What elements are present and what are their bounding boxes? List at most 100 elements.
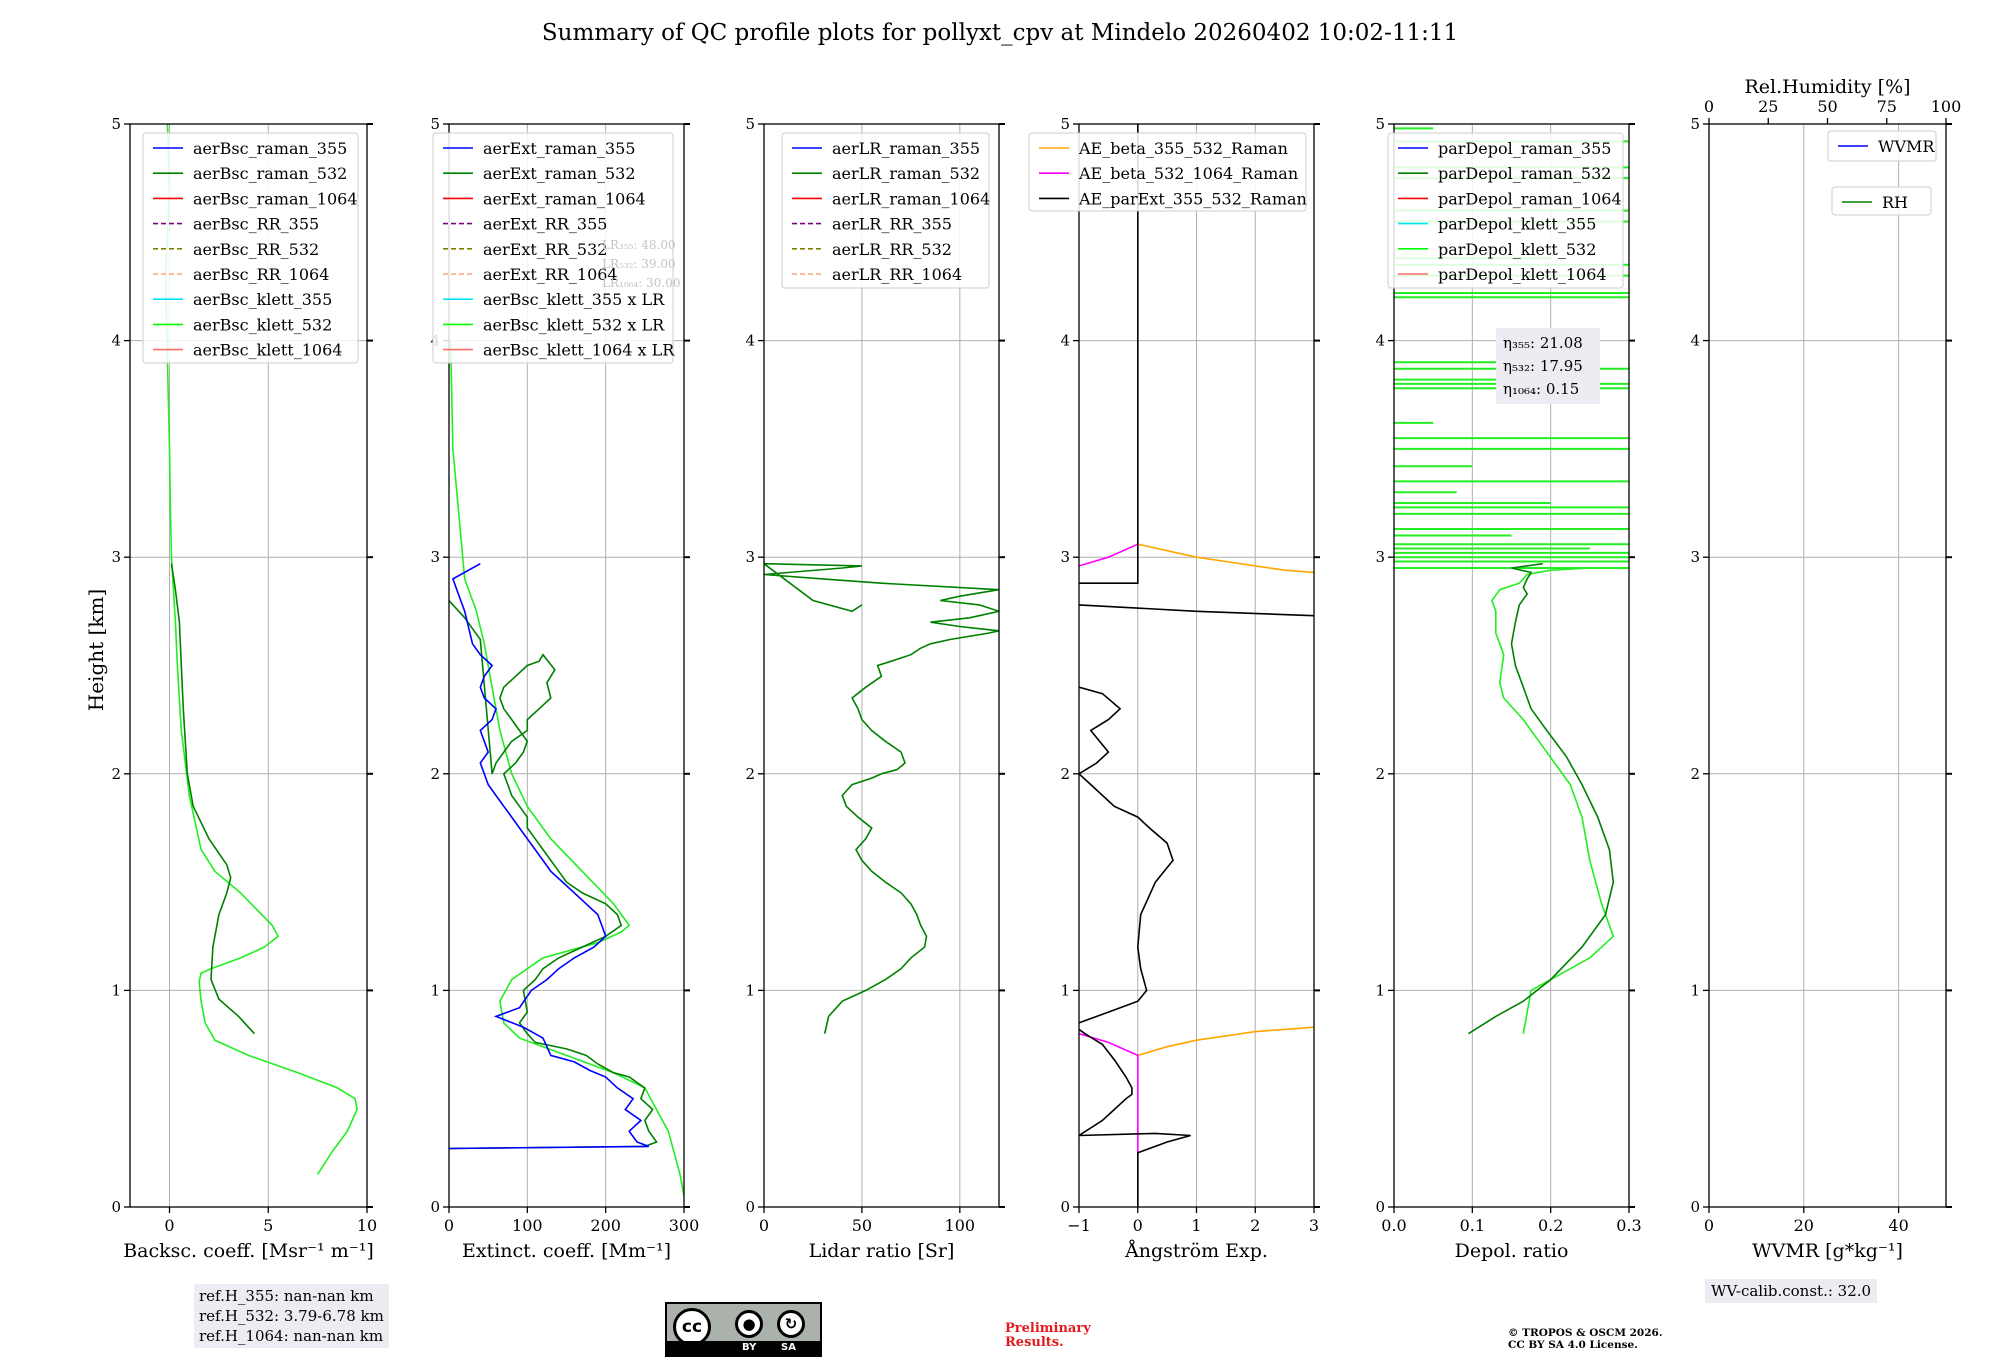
- x-tick-label: 3: [1309, 1216, 1319, 1235]
- cc-by-text: BY: [742, 1342, 757, 1353]
- legend-frame: [1028, 132, 1307, 212]
- attribution-person-icon: ●: [735, 1310, 763, 1338]
- y-tick-label: 3: [111, 548, 121, 566]
- legend: aerLR_raman_355 aerLR_raman_532 aerLR_rama…: [781, 132, 990, 289]
- plot-area: [449, 340, 684, 1197]
- copyright-note: © TROPOS & OSCM 2026. CC BY SA 4.0 Licen…: [1508, 1327, 1663, 1351]
- lidar-ratio-annotation: LR₁₀₆₄: 30.00: [602, 276, 680, 290]
- legend-label: aerExt_raman_1064: [483, 189, 646, 208]
- legend-label: aerLR_RR_1064: [832, 265, 962, 284]
- legend-label: aerBsc_klett_1064: [193, 341, 342, 360]
- legend-label: aerBsc_raman_355: [193, 139, 347, 158]
- x-tick-label: −1: [1067, 1216, 1091, 1235]
- wv-calibration-box: WV-calib.const.: 32.0: [1705, 1279, 1878, 1303]
- legend-label: aerExt_raman_355: [483, 139, 636, 158]
- x-axis-label: Backsc. coeff. [Msr⁻¹ m⁻¹]: [123, 1240, 374, 1262]
- y-tick-label: 4: [1375, 332, 1385, 350]
- x-tick-label: 2: [1250, 1216, 1260, 1235]
- y-tick-label: 5: [745, 115, 755, 133]
- legend-label: aerBsc_raman_532: [193, 164, 347, 183]
- legend-label: parDepol_klett_355: [1438, 215, 1596, 234]
- y-tick-label: 3: [1060, 548, 1070, 566]
- legend-frame: [1387, 132, 1624, 289]
- axes-frame: [1708, 123, 1947, 1208]
- series-aerBsc_raman_532: [170, 563, 255, 1035]
- legend-label: parDepol_raman_1064: [1438, 189, 1622, 208]
- legend-label: AE_beta_355_532_Raman: [1078, 139, 1288, 158]
- y-tick-label: 0: [1375, 1198, 1385, 1216]
- y-tick-label: 1: [111, 981, 121, 999]
- legend-label: aerBsc_RR_1064: [193, 265, 329, 284]
- legend-label: aerExt_RR_532: [483, 240, 607, 259]
- x-tick-label: 300: [669, 1216, 700, 1235]
- top-x-tick-label: 25: [1758, 97, 1778, 116]
- legend-label: aerBsc_klett_355: [193, 290, 332, 309]
- legend: AE_beta_355_532_Raman AE_beta_532_1064_Ra…: [1028, 132, 1307, 212]
- y-tick-label: 3: [1690, 548, 1700, 566]
- x-tick-label: 1: [1191, 1216, 1201, 1235]
- legend-label: WVMR: [1878, 137, 1935, 156]
- series-AE_parExt_355_532_Raman_upper: [1079, 124, 1139, 585]
- x-tick-label: 0.2: [1538, 1216, 1563, 1235]
- legend-label: aerLR_RR_355: [832, 215, 952, 234]
- legend-rh: RH: [1831, 186, 1932, 216]
- legend-label: aerLR_raman_355: [832, 139, 980, 158]
- legend-label: aerBsc_klett_532: [193, 315, 332, 334]
- panel-depolarization: 0 1 2 3 4 5 0.0 0.1 0.2 0.3 Depol. ratio parDepol_r…: [1375, 115, 1641, 1262]
- series-AE_beta_355_532_Raman: [1137, 1026, 1314, 1057]
- legend-label: parDepol_raman_532: [1438, 164, 1611, 183]
- series-aerExt_raman_532: [449, 599, 658, 1150]
- y-tick-label: 5: [111, 115, 121, 133]
- top-axis-label: Rel.Humidity [%]: [1744, 76, 1910, 98]
- cc-sa-text: SA: [781, 1342, 796, 1353]
- cc-license-bar: BY SA: [667, 1341, 820, 1355]
- legend: aerBsc_raman_355 aerBsc_raman_532 aerBsc_r…: [142, 132, 359, 364]
- legend-label: aerLR_raman_1064: [832, 189, 990, 208]
- axes-frame: [448, 123, 685, 1208]
- legend-label: aerBsc_klett_532 x LR: [483, 315, 665, 334]
- x-tick-label: 0: [1704, 1216, 1714, 1235]
- legend-label: parDepol_raman_355: [1438, 139, 1611, 158]
- axes-frame: [1393, 123, 1630, 1208]
- legend-label: RH: [1882, 193, 1908, 212]
- x-axis-label: Ångström Exp.: [1124, 1240, 1268, 1262]
- y-tick-label: 3: [745, 548, 755, 566]
- reference-heights-box: ref.H_355: nan-nan km ref.H_532: 3.79-6.…: [194, 1284, 389, 1348]
- legend-label: parDepol_klett_1064: [1438, 265, 1607, 284]
- figure-title: Summary of QC profile plots for pollyxt_…: [541, 20, 1459, 46]
- legend-label: aerBsc_RR_532: [193, 240, 319, 259]
- copyright-line-1: © TROPOS & OSCM 2026.: [1508, 1327, 1663, 1339]
- x-tick-label: 50: [852, 1216, 872, 1235]
- x-tick-label: 10: [357, 1216, 377, 1235]
- y-tick-label: 2: [745, 765, 755, 783]
- x-tick-label: 100: [945, 1216, 976, 1235]
- ref-height-1064: ref.H_1064: nan-nan km: [199, 1327, 384, 1345]
- panel-extinction: 0123450100200300Extinct. coeff. [Mm⁻¹]ae…: [430, 115, 699, 1262]
- series-AE_beta_532_1064_Raman_upper: [1079, 543, 1139, 567]
- legend-frame: [1831, 186, 1932, 216]
- series-AE_parExt_355_532_Raman_low: [1079, 1028, 1191, 1207]
- series-AE_parExt_355_532_Raman_mid: [1079, 686, 1174, 1024]
- cc-license-badge: cc ● ↻ BY SA: [665, 1302, 822, 1357]
- series-parDepol_klett_532: [1491, 567, 1615, 1034]
- lidar-ratio-annotation: LR₃₅₅: 48.00: [602, 238, 676, 252]
- preliminary-note: Preliminary Results.: [1005, 1322, 1091, 1350]
- legend-label: aerBsc_klett_1064 x LR: [483, 341, 675, 360]
- y-tick-label: 0: [430, 1198, 440, 1216]
- legend: WVMR: [1827, 130, 1937, 162]
- legend-label: aerBsc_klett_355 x LR: [483, 290, 665, 309]
- top-x-tick-label: 0: [1704, 97, 1714, 116]
- legend-label: AE_beta_532_1064_Raman: [1078, 164, 1298, 183]
- x-tick-label: 0: [759, 1216, 769, 1235]
- y-tick-label: 0: [111, 1198, 121, 1216]
- plot-area: [164, 124, 358, 1175]
- x-axis-label: Lidar ratio [Sr]: [809, 1240, 955, 1262]
- y-tick-label: 1: [1375, 981, 1385, 999]
- legend-label: aerExt_RR_355: [483, 215, 607, 234]
- y-tick-label: 2: [1375, 765, 1385, 783]
- series-AE_beta_532_1064_Raman: [1079, 1032, 1139, 1207]
- y-tick-label: 4: [1060, 332, 1070, 350]
